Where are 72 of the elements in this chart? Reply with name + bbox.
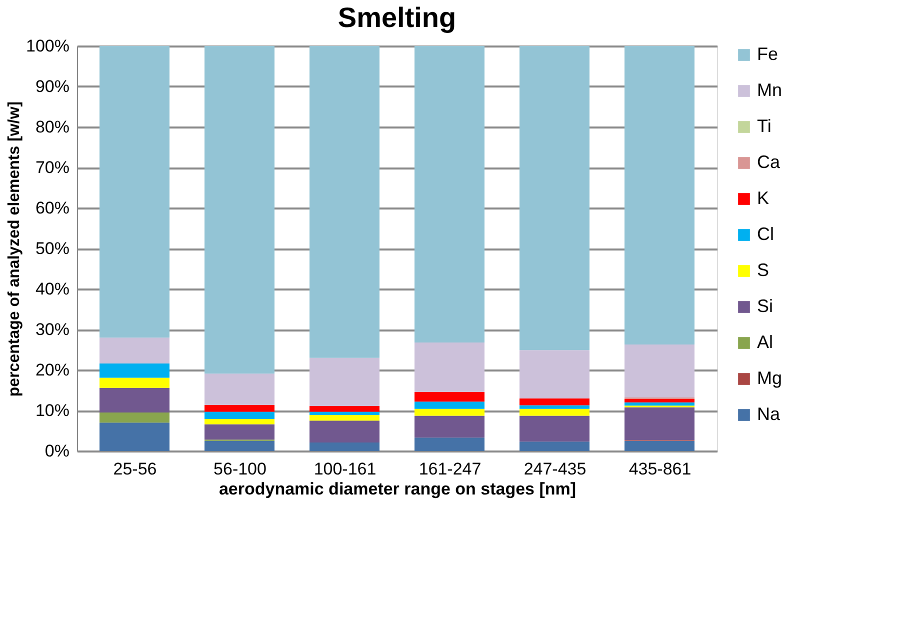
bar xyxy=(624,402,694,406)
bar xyxy=(310,358,380,406)
bar xyxy=(310,46,380,358)
bar xyxy=(520,408,590,416)
x-tick-label: 25-56 xyxy=(113,460,157,478)
bar xyxy=(310,412,380,415)
legend-label: Cl xyxy=(757,224,774,244)
bar xyxy=(520,442,590,451)
bar xyxy=(624,407,694,440)
bar xyxy=(520,398,590,406)
y-tick-label: 20% xyxy=(35,360,70,380)
bar xyxy=(204,404,274,412)
bar xyxy=(310,442,380,451)
bar xyxy=(100,364,170,378)
bar xyxy=(520,46,590,350)
y-tick-label: 90% xyxy=(35,77,70,96)
y-tick-label: 40% xyxy=(35,280,70,298)
bar xyxy=(204,419,274,424)
y-tick-label: 80% xyxy=(35,118,70,136)
bar xyxy=(414,408,484,416)
bar xyxy=(100,378,170,388)
bar xyxy=(624,398,694,402)
y-tick-label: 60% xyxy=(35,198,70,218)
y-tick-label: 100% xyxy=(26,36,70,56)
y-axis-title: percentage of analyzed elements [w/w] xyxy=(6,101,24,397)
bar xyxy=(204,374,274,405)
bar xyxy=(520,405,590,409)
bar xyxy=(100,388,170,413)
bar xyxy=(204,46,274,374)
bar xyxy=(100,422,170,451)
bar xyxy=(310,406,380,412)
x-tick-label: 100-161 xyxy=(314,460,376,478)
bar xyxy=(204,424,274,440)
y-tick-label: 50% xyxy=(35,239,70,258)
chart-title: Smelting xyxy=(338,2,456,33)
bar xyxy=(100,338,170,364)
bar xyxy=(520,350,590,398)
x-tick-label: 161-247 xyxy=(418,460,482,478)
legend-label: Na xyxy=(757,404,781,424)
bar xyxy=(414,342,484,392)
legend-label: Fe xyxy=(757,44,778,64)
x-axis-title: aerodynamic diameter range on stages [nm] xyxy=(218,480,576,498)
bar xyxy=(100,412,170,423)
legend-label: Mn xyxy=(757,80,782,100)
legend-label: Ca xyxy=(757,152,781,172)
bar xyxy=(624,344,694,398)
bar xyxy=(624,46,694,344)
y-tick-label: 30% xyxy=(35,320,70,339)
bar xyxy=(414,46,484,342)
bar xyxy=(204,440,274,451)
bar xyxy=(310,414,380,421)
legend-label: S xyxy=(757,260,770,280)
bar xyxy=(414,416,484,438)
y-tick-label: 70% xyxy=(35,158,70,177)
bar xyxy=(414,438,484,451)
bar xyxy=(100,46,170,338)
x-tick-label: 56-100 xyxy=(214,460,266,478)
bar xyxy=(624,440,694,451)
legend-label: Si xyxy=(757,296,774,316)
legend-label: K xyxy=(757,188,770,208)
y-tick-label: 10% xyxy=(35,401,70,420)
x-tick-label: 435-861 xyxy=(628,460,692,478)
x-tick-label: 247-435 xyxy=(524,460,586,478)
legend-label: Al xyxy=(757,332,774,352)
y-tick-label: 0% xyxy=(44,442,70,460)
bar xyxy=(204,412,274,420)
legend-label: Ti xyxy=(757,116,772,136)
bar xyxy=(414,392,484,402)
bar xyxy=(520,416,590,442)
legend-label: Mg xyxy=(757,368,782,388)
bar xyxy=(310,420,380,442)
bar xyxy=(414,402,484,409)
